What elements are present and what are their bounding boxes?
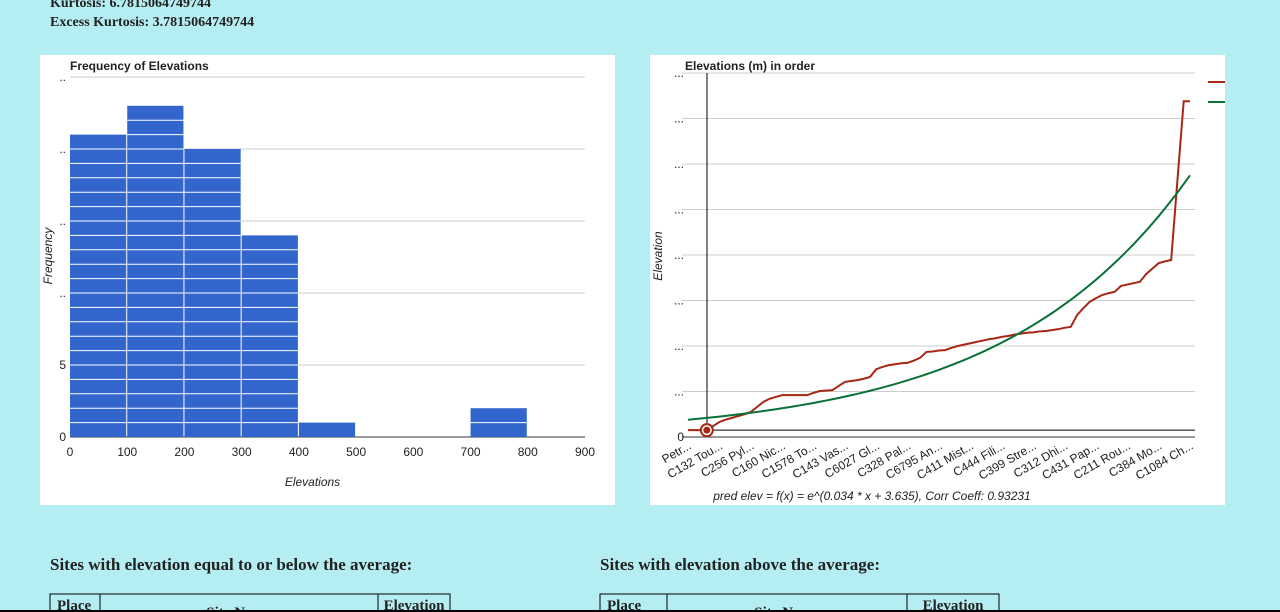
selected-point-core [703, 426, 711, 434]
table-header [599, 593, 1000, 612]
y-tick-label: ... [674, 385, 684, 399]
bar [127, 105, 184, 438]
bar [298, 422, 356, 437]
y-tick-label: ... [674, 112, 684, 126]
column-header: Place [607, 598, 641, 612]
x-axis-label: Elevations [285, 475, 340, 489]
excess-kurtosis: Excess Kurtosis: 3.7815064749744 [50, 15, 254, 30]
y-tick-label: .. [59, 142, 66, 156]
kurtosis: Kurtosis: 6.7815064749744 [50, 0, 211, 11]
x-tick-label: 600 [403, 445, 423, 459]
section-heading: Sites with elevation above the average: [600, 555, 880, 574]
chart-title: Elevations (m) in order [685, 59, 815, 73]
y-tick-label: ... [674, 248, 684, 262]
chart-title: Frequency of Elevations [70, 59, 209, 73]
y-axis-label: Frequency [41, 227, 55, 285]
section-heading: Sites with elevation equal to or below t… [50, 555, 412, 574]
x-tick-label: 200 [174, 445, 194, 459]
y-tick-label: .. [59, 286, 66, 300]
y-tick-label: ... [674, 294, 684, 308]
series-line [687, 174, 1191, 421]
column-header: Elevation [923, 598, 984, 612]
column-header: Elevation [384, 598, 445, 612]
x-tick-label: 700 [461, 445, 481, 459]
table-header [49, 593, 451, 612]
series-line [688, 100, 1190, 432]
y-tick-label: 5 [59, 358, 66, 372]
x-tick-label: 0 [67, 445, 74, 459]
x-tick-label: 900 [575, 445, 595, 459]
x-tick-label: 300 [232, 445, 252, 459]
y-axis-label: Elevation [651, 231, 665, 281]
y-tick-label: ... [674, 66, 684, 80]
y-tick-label: ... [674, 339, 684, 353]
column-header: Place [57, 598, 91, 612]
tables: Place Site Name Elevation Place Site Name Ele… [49, 593, 1000, 612]
y-tick-label: 0 [677, 430, 684, 444]
bar [70, 134, 127, 437]
y-tick-label: ... [674, 157, 684, 171]
x-tick-label: 400 [289, 445, 309, 459]
column-header: Site Name [754, 605, 820, 612]
x-tick-label: 800 [518, 445, 538, 459]
y-tick-label: ... [674, 203, 684, 217]
y-tick-label: 0 [59, 430, 66, 444]
x-tick-label: 500 [346, 445, 366, 459]
y-tick-label: .. [59, 70, 66, 84]
histogram: Frequency of Elevations 0 5........ 0 100 200… [41, 59, 595, 489]
annotation: pred elev = f(x) = e^(0.034 * x + 3.635)… [712, 489, 1030, 503]
y-tick-label: .. [59, 214, 66, 228]
x-tick-label: 100 [117, 445, 137, 459]
column-header: Site Name [206, 605, 272, 612]
